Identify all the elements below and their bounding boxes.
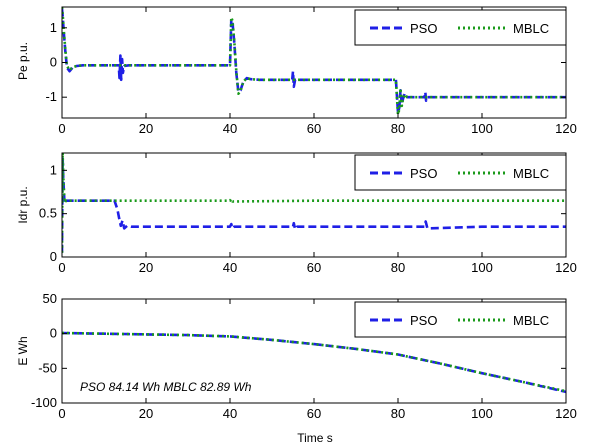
energy-legend: PSO MBLC bbox=[354, 301, 567, 338]
legend-pso-label: PSO bbox=[410, 313, 437, 328]
legend-pso-label: PSO bbox=[410, 166, 437, 181]
xtick-label: 0 bbox=[58, 406, 65, 421]
legend-mblc-label: MBLC bbox=[513, 21, 549, 36]
ytick-label: 0 bbox=[50, 326, 57, 341]
xtick-label: 80 bbox=[391, 406, 405, 421]
xtick-label: 0 bbox=[58, 260, 65, 275]
xtick-label: 60 bbox=[307, 406, 321, 421]
xtick-label: 120 bbox=[555, 406, 577, 421]
ytick-label: -1 bbox=[45, 89, 57, 104]
ytick-label: 0 bbox=[50, 55, 57, 70]
xtick-label: 100 bbox=[471, 121, 493, 136]
ytick-label: -100 bbox=[31, 395, 57, 410]
ytick-label: 0.5 bbox=[39, 206, 57, 221]
ytick-label: 1 bbox=[50, 20, 57, 35]
series-pso-line bbox=[62, 156, 566, 253]
energy-ylabel: E Wh bbox=[16, 336, 30, 365]
ytick-label: -50 bbox=[38, 360, 57, 375]
xtick-label: 120 bbox=[555, 121, 577, 136]
xtick-label: 20 bbox=[139, 260, 153, 275]
xtick-label: 20 bbox=[139, 121, 153, 136]
legend-pso-label: PSO bbox=[410, 21, 437, 36]
xtick-label: 100 bbox=[471, 260, 493, 275]
xtick-label: 40 bbox=[223, 406, 237, 421]
ytick-label: 1 bbox=[50, 162, 57, 177]
xtick-label: 100 bbox=[471, 406, 493, 421]
idr-ylabel: Idr p.u. bbox=[16, 186, 30, 223]
pe-legend: PSO MBLC bbox=[354, 9, 567, 46]
energy-panel: 0 20 40 60 80 100 120 -100 -50 0 50 bbox=[31, 291, 577, 421]
energy-annotation: PSO 84.14 Wh MBLC 82.89 Wh bbox=[80, 380, 252, 394]
xtick-label: 120 bbox=[555, 260, 577, 275]
idr-panel: 0 20 40 60 80 100 120 0 0.5 1 bbox=[39, 152, 577, 275]
series-pso-line bbox=[62, 8, 566, 115]
xtick-label: 0 bbox=[58, 121, 65, 136]
xtick-label: 40 bbox=[223, 121, 237, 136]
legend-mblc-label: MBLC bbox=[513, 313, 549, 328]
ytick-label: 0 bbox=[50, 249, 57, 264]
pe-ylabel: Pe p.u. bbox=[16, 42, 30, 80]
xtick-label: 80 bbox=[391, 260, 405, 275]
xtick-label: 60 bbox=[307, 121, 321, 136]
xtick-label: 60 bbox=[307, 260, 321, 275]
time-xlabel: Time s bbox=[297, 431, 333, 445]
series-mblc-line bbox=[62, 153, 566, 253]
ytick-label: 50 bbox=[43, 291, 57, 306]
xtick-label: 20 bbox=[139, 406, 153, 421]
idr-legend: PSO MBLC bbox=[354, 154, 567, 191]
legend-mblc-label: MBLC bbox=[513, 166, 549, 181]
pe-panel: 0 20 40 60 80 100 120 -1 0 1 bbox=[45, 6, 577, 136]
series-pso-line bbox=[62, 331, 566, 394]
xtick-label: 80 bbox=[391, 121, 405, 136]
xtick-label: 40 bbox=[223, 260, 237, 275]
series-mblc-line bbox=[62, 7, 566, 116]
